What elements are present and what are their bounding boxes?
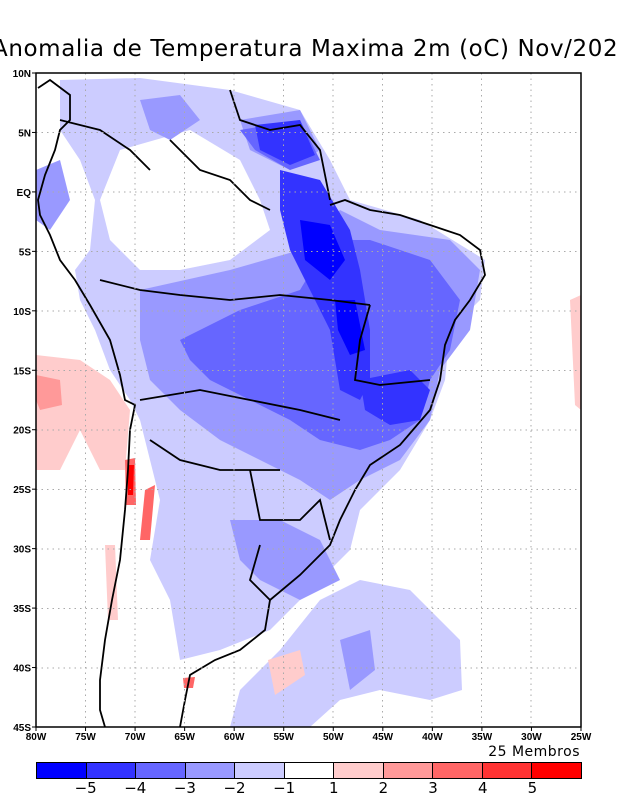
members-note: 25 Membros [488,744,580,760]
colorbar-label: −5 [74,779,97,797]
colorbar-label: 4 [477,779,488,797]
colorbar-swatch [185,763,236,778]
colorbar-swatch [532,763,582,778]
lat-tick-label: 5N [18,128,31,139]
colorbar-label: 3 [428,779,438,797]
lon-tick-label: 80W [26,732,47,743]
colorbar-label: −1 [273,779,296,797]
map-title: Anomalia de Temperatura Maxima 2m (oC) N… [0,36,618,62]
colorbar-swatch [284,763,335,778]
map-canvas: 10N 5N EQ 5S 10S 15S 20S 25S 30S 35S 40S 45S 80W 75W… [13,69,592,743]
colorbar-swatch [482,763,533,778]
contour-dark-red [128,465,134,495]
lat-tick-label: 5S [19,247,32,258]
contour-red [36,375,62,410]
colorbar-swatch [235,763,285,778]
colorbar-swatch [136,763,186,778]
lon-tick-label: 50W [323,732,344,743]
lat-tick-label: 30S [13,545,31,556]
colorbar-label: 2 [378,779,389,797]
coastlines-borders [37,78,486,727]
lon-tick-label: 35W [472,732,493,743]
lon-tick-label: 75W [75,732,96,743]
colorbar-label: 1 [329,779,339,797]
lat-tick-label: 20S [13,426,31,437]
lon-tick-label: 25W [571,732,592,743]
contour-darkest-blue [300,220,345,280]
lat-tick-label: EQ [17,188,32,199]
lat-tick-label: 10S [13,307,31,318]
lon-tick-label: 55W [273,732,294,743]
lon-tick-label: 40W [422,732,443,743]
lat-tick-label: 10N [13,69,31,80]
lat-tick-label: 35S [13,604,31,615]
lon-tick-label: 70W [125,732,146,743]
anomaly-field [36,73,581,727]
lon-tick-label: 65W [174,732,195,743]
lat-axis: 10N 5N EQ 5S 10S 15S 20S 25S 30S 35S 40S 45S [13,69,36,734]
colorbar-swatch [433,763,483,778]
colorbar-swatch [334,763,384,778]
lat-tick-label: 45S [13,723,31,734]
lat-lon-grid [36,73,581,727]
colorbar-label: 5 [527,779,538,797]
colorbar-label: −4 [124,779,147,797]
lat-tick-label: 40S [13,664,31,675]
lon-tick-label: 45W [373,732,394,743]
colorbar [36,762,582,779]
lon-tick-label: 30W [521,732,542,743]
lat-tick-label: 15S [13,366,31,377]
lat-tick-label: 25S [13,485,31,496]
lon-axis: 80W 75W 70W 65W 60W 55W 50W 45W 40W 35W 30W 25W [26,727,592,743]
colorbar-swatch [86,763,137,778]
colorbar-label: −2 [223,779,246,797]
colorbar-label: −3 [173,779,196,797]
map-frame [35,72,582,728]
lon-tick-label: 60W [224,732,245,743]
colorbar-swatch [37,763,87,778]
colorbar-swatch [383,763,434,778]
